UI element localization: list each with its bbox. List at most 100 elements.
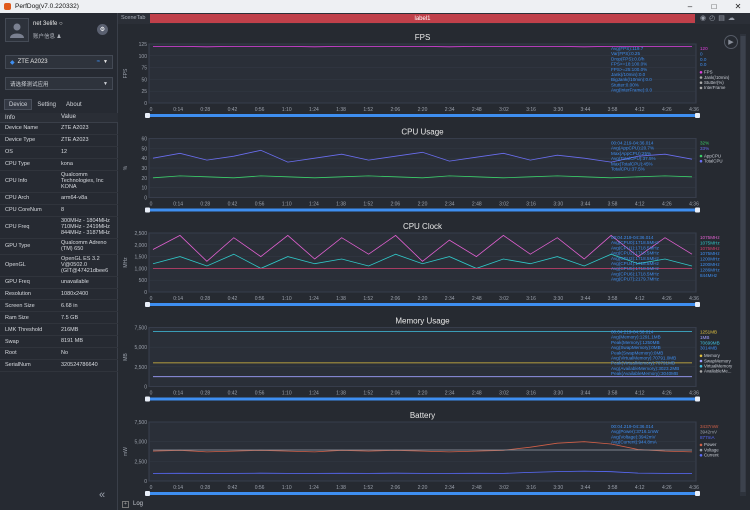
annotation-text: 00:04.219-04:36.014 <box>611 235 654 240</box>
cloud-icon[interactable]: ☁ <box>727 15 735 22</box>
table-row: Swap 8191 MB <box>0 336 118 349</box>
slider-handle-left[interactable] <box>145 491 150 496</box>
timeline-slider[interactable] <box>147 114 698 117</box>
info-value: OpenGL ES 3.2 V@0502.0 (GIT@47421dbee6 <box>61 255 109 275</box>
x-tick-label: 0:42 <box>228 107 238 113</box>
info-key: CPU Arch <box>5 195 30 202</box>
legend-marker <box>699 443 703 447</box>
close-icon[interactable]: ✕ <box>734 2 742 11</box>
y-axis-label: FPS <box>123 68 129 78</box>
x-tick-label: 3:30 <box>553 107 563 113</box>
info-key: LMK Threshold <box>5 326 43 333</box>
x-tick-label: 1:10 <box>282 485 292 491</box>
chart-0: FPS FPS 125 100 75 50 25 0 Avg(FPS):119.7Var(FPS… <box>123 33 730 118</box>
info-key: Ram Size <box>5 314 29 321</box>
device-select[interactable]: ◆ ZTE A2023 ≈ ▼ <box>5 55 113 69</box>
slider-handle-right[interactable] <box>695 396 700 402</box>
x-tick-label: 0:14 <box>173 391 183 397</box>
slider-handle-right[interactable] <box>695 113 700 118</box>
play-button[interactable]: ▶ <box>724 35 738 49</box>
account-info-link[interactable]: 账户信息 ♟ <box>33 34 62 40</box>
timeline-slider[interactable] <box>147 492 698 495</box>
y-tick-label: 75 <box>141 66 147 72</box>
annotation-text: Avg(InterFrame):0.0 <box>611 88 652 93</box>
info-value: ZTE A2023 <box>61 137 89 144</box>
tab-setting[interactable]: Setting <box>37 101 57 108</box>
annotation-text: Avg(Current):944.8mA <box>611 440 658 445</box>
slider-handle-right[interactable] <box>695 491 700 496</box>
collapse-sidebar-icon[interactable]: « <box>99 489 106 501</box>
play-icon: ▶ <box>728 39 734 46</box>
table-row: Root No <box>0 348 118 360</box>
legend-marker <box>699 76 703 79</box>
timeline-slider[interactable] <box>147 208 698 212</box>
x-tick-label: 0:28 <box>200 202 210 208</box>
slider-handle-left[interactable] <box>145 207 150 213</box>
slider-handle-right[interactable] <box>695 207 700 213</box>
x-tick-label: 3:02 <box>499 485 509 491</box>
minimize-icon[interactable]: – <box>687 2 693 11</box>
maximize-icon[interactable]: □ <box>711 2 717 11</box>
window-title: PerfDog(v7.0.220332) <box>15 3 79 10</box>
app-select[interactable]: 请选择测试应用 ▼ <box>5 77 113 90</box>
x-tick-label: 3:44 <box>581 202 591 208</box>
sidebar-settings-button[interactable]: ⚙ <box>97 24 108 35</box>
x-tick-label: 1:24 <box>309 296 319 302</box>
slider-handle-left[interactable] <box>145 302 150 307</box>
y-tick-label: 0 <box>144 385 147 391</box>
scrollbar-thumb[interactable] <box>740 36 746 492</box>
x-tick-label: 2:34 <box>445 391 455 397</box>
legend-marker <box>699 71 703 74</box>
x-tick-label: 1:52 <box>363 296 373 302</box>
x-tick-label: 1:10 <box>282 202 292 208</box>
timeline-slider[interactable] <box>147 303 698 306</box>
annotation-text: Avg(CPU5):1718.5MHz <box>611 266 660 271</box>
user-name: net 3elife ○ <box>33 21 63 27</box>
slider-handle-left[interactable] <box>145 396 150 402</box>
x-tick-label: 4:12 <box>635 202 645 208</box>
tab-device[interactable]: Device <box>4 99 33 110</box>
timeline-slider[interactable] <box>147 397 698 401</box>
chart-2: CPU Clock MHz 2,500 2,000 1,500 1,000 500 0 00:0… <box>123 222 720 307</box>
y-tick-label: 2,500 <box>134 365 147 371</box>
current-value: 844MHz <box>700 273 718 278</box>
log-toggle-checkbox[interactable]: + <box>122 500 129 508</box>
y-tick-label: 100 <box>139 54 148 60</box>
main-panel: SceneTab label1 ◉ ◴ ▤ ☁ FPS FPS 125 100 75 50… <box>118 13 750 510</box>
clock-icon[interactable]: ◴ <box>709 15 716 22</box>
annotation-text: Avg(VirtualMemory):70791.0MB <box>611 356 676 361</box>
info-value: 12 <box>61 149 68 156</box>
table-row: CPU Type kona <box>0 159 118 171</box>
x-tick-label: 0:28 <box>200 296 210 302</box>
x-tick-label: 4:12 <box>635 296 645 302</box>
legend-marker <box>699 454 703 457</box>
current-value: 33% <box>700 146 709 151</box>
x-tick-label: 2:20 <box>418 296 428 302</box>
table-row: CPU Arch arm64-v8a <box>0 193 118 205</box>
location-icon[interactable]: ◉ <box>700 15 707 22</box>
chart-1: CPU Usage% 60 50 40 30 20 10 0 00:04.219-04:36.0… <box>123 128 723 213</box>
x-tick-label: 1:24 <box>309 107 319 113</box>
annotation-text: Avg(CPU6):1718.5MHz <box>611 271 660 276</box>
tab-about[interactable]: About <box>66 101 82 108</box>
info-value: 216MB <box>61 326 79 333</box>
x-tick-label: 3:30 <box>553 391 563 397</box>
y-axis-label: % <box>123 165 129 170</box>
avatar[interactable] <box>5 18 29 42</box>
scene-tab[interactable]: SceneTab <box>121 15 146 21</box>
legend-marker <box>699 86 703 90</box>
slider-handle-right[interactable] <box>695 302 700 307</box>
annotation-text: Avg(CPU3):1718.5MHz <box>611 256 660 261</box>
chart-title: Memory Usage <box>395 317 450 326</box>
label-bar[interactable]: label1 <box>150 14 695 23</box>
slider-handle-left[interactable] <box>145 113 150 118</box>
user-panel: net 3elife ○ 账户信息 ♟ ⚙ <box>0 13 118 49</box>
legend-marker <box>699 159 703 163</box>
table-row: CPU Info Qualcomm Technologies, Inc KONA <box>0 171 118 193</box>
x-tick-label: 3:02 <box>499 391 509 397</box>
info-value: 1080x2400 <box>61 290 89 297</box>
chart-title: CPU Usage <box>401 128 444 137</box>
folder-icon[interactable]: ▤ <box>718 15 725 22</box>
x-tick-label: 1:10 <box>282 107 292 113</box>
x-tick-label: 3:30 <box>553 485 563 491</box>
